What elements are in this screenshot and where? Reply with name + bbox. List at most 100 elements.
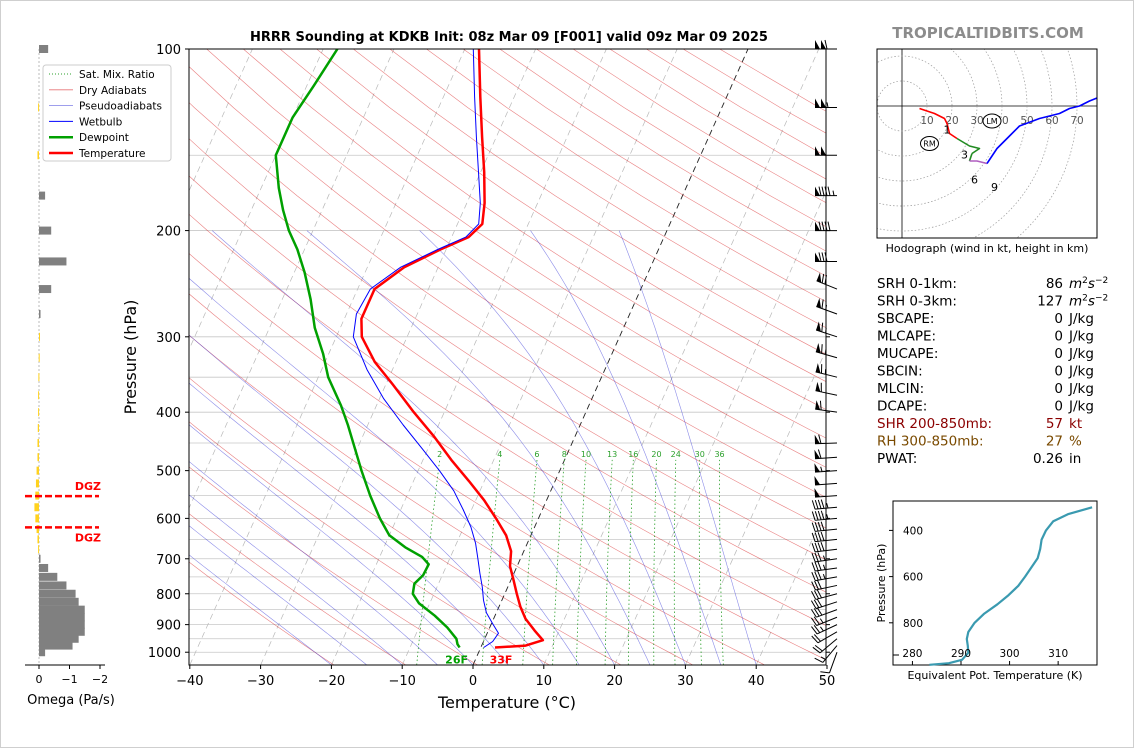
omega-bar <box>39 285 51 293</box>
param-unit: J/kg <box>1068 311 1094 327</box>
omega-bar <box>38 545 39 553</box>
x-tick-label: −40 <box>176 674 203 689</box>
y-tick-label: 100 <box>156 43 181 58</box>
pseudo-adiabat <box>307 231 650 665</box>
barb-flag <box>821 98 826 107</box>
y-tick-label: 400 <box>156 406 181 421</box>
barb-feather <box>818 500 821 509</box>
param-label: MLCIN: <box>877 381 924 397</box>
barb-half-feather <box>827 102 828 107</box>
param-label: MLCAPE: <box>877 329 936 345</box>
barb-feather <box>828 187 830 196</box>
legend-label: Pseudoadiabats <box>79 101 162 113</box>
height-label: 3 <box>961 149 968 162</box>
omega-bar <box>39 606 85 614</box>
barb-feather <box>822 299 823 308</box>
barb-feather <box>815 500 818 509</box>
legend-label: Dewpoint <box>79 132 129 144</box>
barb-feather <box>815 562 818 571</box>
theta-e-x-tick-label: 300 <box>1000 648 1020 660</box>
omega-bar <box>39 613 85 621</box>
wind-barb <box>812 571 837 581</box>
unit-part: m <box>1069 294 1082 310</box>
mixing-ratio-line <box>654 460 657 665</box>
barb-feather <box>819 252 821 261</box>
omega-bar <box>39 598 79 606</box>
omega-bar <box>39 310 41 318</box>
param-value: 0 <box>1054 346 1063 362</box>
omega-bar <box>39 581 66 589</box>
omega-bar <box>39 354 40 362</box>
mixing-ratio-label: 10 <box>581 450 591 459</box>
mixing-ratio-label: 36 <box>714 450 724 459</box>
x-tick-label: 10 <box>536 674 553 689</box>
x-axis-label: Temperature (°C) <box>437 693 576 712</box>
mixing-ratio-label: 13 <box>607 450 617 459</box>
y-tick-label: 200 <box>156 225 181 240</box>
isotherm <box>402 49 677 665</box>
barb-feather <box>812 523 815 532</box>
barb-feather <box>812 553 815 562</box>
param-value: 0 <box>1054 311 1063 327</box>
mixing-ratio-label: 30 <box>695 450 705 459</box>
wind-barb <box>812 542 837 552</box>
omega-bar <box>39 333 40 341</box>
barb-half-feather <box>827 503 828 508</box>
x-tick-label: −30 <box>247 674 274 689</box>
mixing-ratio-label: 2 <box>437 450 442 459</box>
param-unit: J/kg <box>1068 399 1094 415</box>
param-value: 0 <box>1054 364 1063 380</box>
pseudo-adiabat <box>420 231 686 665</box>
wind-barb <box>816 321 837 336</box>
height-label: 6 <box>971 174 978 187</box>
theta-e-y-tick-label: 400 <box>903 525 923 537</box>
barb-feather <box>819 187 821 196</box>
param-label: PWAT: <box>877 451 917 467</box>
barb-feather <box>821 500 824 509</box>
wind-barb <box>812 552 837 561</box>
site-watermark: TROPICALTIDBITS.COM <box>892 24 1084 42</box>
barb-flag <box>815 98 820 107</box>
omega-bar <box>37 453 39 461</box>
dgz-label: DGZ <box>75 480 101 493</box>
x-tick-label: 40 <box>748 674 765 689</box>
param-value: 0 <box>1054 329 1063 345</box>
barb-staff <box>820 639 837 653</box>
barb-flag <box>815 400 820 410</box>
barb-half-feather <box>823 565 825 570</box>
unit-part: −2 <box>1095 294 1108 304</box>
param-label: RH 300-850mb: <box>877 434 984 450</box>
height-label: 9 <box>991 181 998 194</box>
param-unit: J/kg <box>1068 346 1094 362</box>
unit-part: s <box>1088 276 1095 292</box>
x-tick-label: 20 <box>606 674 623 689</box>
dry-adiabat <box>500 49 1134 665</box>
unit-part: m <box>1069 276 1082 292</box>
barb-staff <box>817 625 837 634</box>
barb-flag <box>815 382 820 392</box>
omega-bar <box>39 621 85 629</box>
wind-barbs <box>811 40 837 673</box>
isotherm <box>544 49 819 665</box>
barb-feather <box>822 274 824 283</box>
dgz-label: DGZ <box>75 531 101 544</box>
barb-feather <box>825 40 827 49</box>
zero-isotherm <box>473 49 748 665</box>
barb-half-feather <box>833 191 834 196</box>
wind-barb <box>811 599 837 609</box>
omega-bar <box>39 192 45 200</box>
param-unit: J/kg <box>1068 381 1094 397</box>
barb-feather <box>812 512 815 521</box>
omega-bar <box>36 479 39 487</box>
hodograph-ring-label: 70 <box>1070 115 1083 127</box>
isotherm <box>1 49 40 665</box>
barb-feather <box>815 533 818 542</box>
omega-bar <box>39 257 66 265</box>
param-value: 127 <box>1037 294 1063 310</box>
chart-title: HRRR Sounding at KDKB Init: 08z Mar 09 [… <box>250 30 768 45</box>
x-tick-label: 50 <box>819 674 836 689</box>
mixing-ratio-label: 24 <box>671 450 681 459</box>
param-label: SBCIN: <box>877 364 923 380</box>
